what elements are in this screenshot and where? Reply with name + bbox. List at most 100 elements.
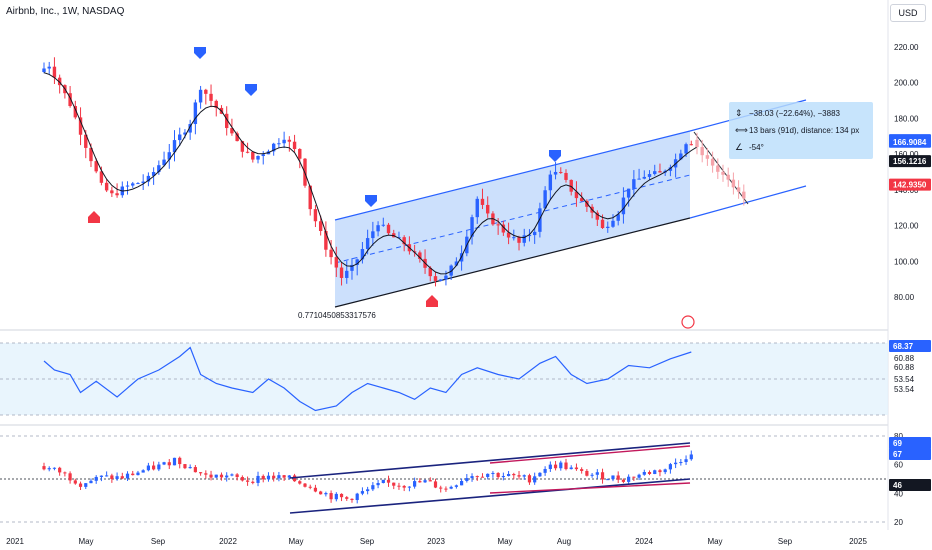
price-candle [376,225,380,232]
projection-price-tag-text: 156.1216 [893,157,927,166]
time-axis-label: 2025 [849,537,867,546]
price-candle [308,185,312,210]
price-candle [626,188,631,198]
current-price-tag [889,135,931,148]
price-candle [527,235,532,237]
osc-candle [606,479,610,481]
osc-candle [131,473,135,476]
price-candle [637,178,641,180]
osc-candle [642,472,646,475]
price-candle [329,249,333,258]
osc-candle [120,476,124,479]
price-candle [470,217,474,237]
price-candle [532,231,537,236]
osc-candle [632,476,636,478]
osc-candle [506,474,511,477]
time-axis-label: Sep [151,537,166,546]
osc-candle [663,469,667,473]
osc-candle [585,470,589,476]
osc-candle [512,474,516,476]
price-candle [42,68,46,72]
price-candle [632,179,636,189]
price-candle [517,237,521,243]
price-candle [433,276,438,281]
price-axis-label: 100.00 [894,257,919,266]
osc-candle [47,468,51,470]
price-candle [188,124,192,133]
price-candle [214,100,218,108]
oscillator-candles [42,442,693,514]
projection-candle [695,139,699,148]
price-candle [355,259,359,265]
buy-signal-marker [426,295,438,307]
osc-candle [172,457,177,466]
price-candle [689,144,693,146]
price-candle [292,141,297,150]
osc-candle [84,483,88,487]
osc-candle [89,480,93,484]
projection-candle [726,174,730,180]
price-candle [324,231,328,250]
price-candle [543,190,547,209]
time-axis-label: 2022 [219,537,237,546]
time-axis-label: May [497,537,512,546]
price-candle [345,270,349,278]
osc-candle [52,467,57,469]
price-candle [595,212,600,220]
osc-candle [230,474,234,476]
osc-candle [559,462,563,469]
price-candle [84,134,88,148]
osc-candle [183,464,187,469]
osc-candle [381,479,385,484]
price-candle [506,232,511,238]
price-axis-label: 180.00 [894,114,919,123]
price-candle [454,261,459,266]
currency-button[interactable]: USD [890,4,926,22]
measure-price-row: ⇕ −38.03 (−22.64%), −3883 [735,108,840,119]
osc-candle [157,464,161,470]
osc-candle [569,467,573,470]
osc-candle [480,476,485,478]
rsi-axis-label: 53.54 [894,375,915,384]
osc-candle [125,473,130,479]
price-candle [204,89,208,94]
osc-candle [548,464,552,469]
osc-candle [141,470,145,473]
price-candle [141,181,145,184]
osc-candle [444,488,448,490]
osc-candle [152,465,156,470]
price-axis-label: 80.00 [894,293,915,302]
price-candle [230,128,234,134]
price-candle [444,275,448,280]
osc-candle [272,475,276,479]
osc-value-tag [889,448,931,460]
sell-signal-marker [194,47,206,59]
measure-bars-row: ⟺ 13 bars (91d), distance: 134 px [735,125,859,136]
osc-trend-upper [489,445,691,464]
price-candle [449,265,453,276]
osc-candle [611,475,615,480]
price-candle [104,182,109,191]
price-candle [193,102,198,125]
osc-candle [574,467,579,470]
osc-value-tag [889,479,931,491]
osc-candle [214,474,218,478]
osc-candle [282,475,286,478]
price-candle [162,159,166,166]
price-axis-label: 120.00 [894,222,919,231]
osc-candle [42,466,46,470]
price-candle [684,144,688,154]
channel-lower-ext [689,185,807,219]
osc-candle [407,486,411,488]
sell-signal-marker [365,195,377,207]
price-candle [428,267,432,277]
osc-candle [360,491,365,494]
price-axis-label: 160.00 [894,150,919,159]
price-candle [318,221,323,232]
price-candle [94,161,98,172]
osc-candle [193,467,197,473]
osc-value-tag-text: 46 [893,481,902,490]
price-candle [611,220,615,227]
horizontal-range-icon: ⟺ [735,125,748,135]
